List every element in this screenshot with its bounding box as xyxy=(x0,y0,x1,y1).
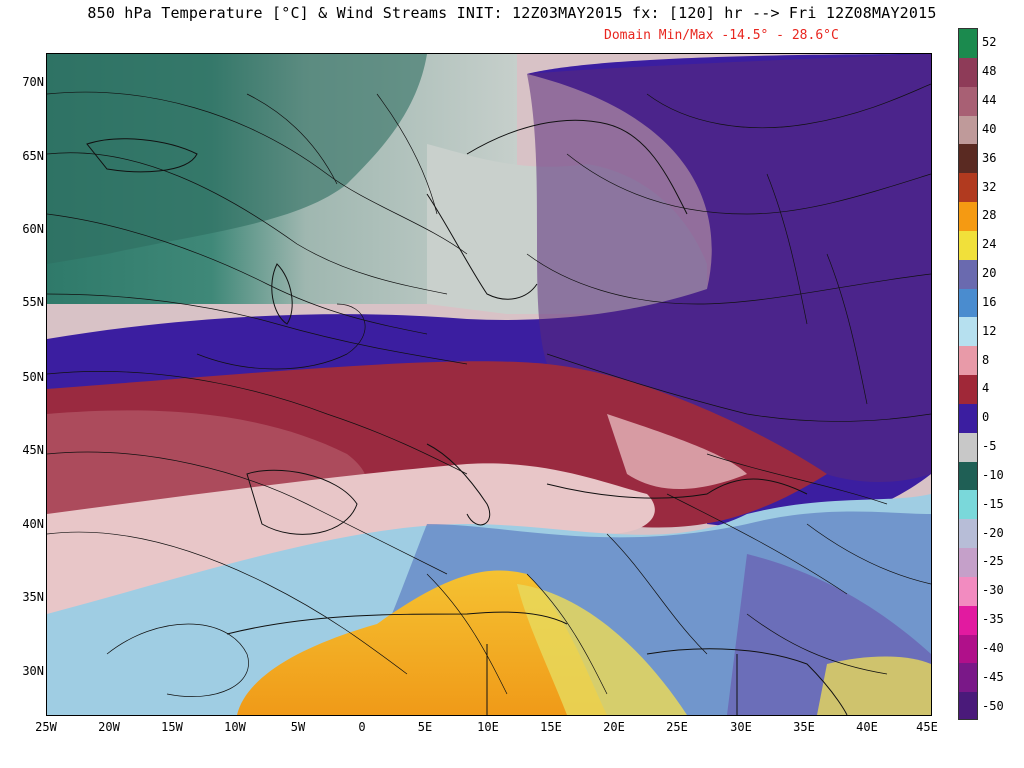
colorbar-swatch xyxy=(959,144,977,175)
lon-label-45e: 45E xyxy=(916,720,938,734)
colorbar-tick-label: 12 xyxy=(982,323,997,338)
colorbar-tick-label: -30 xyxy=(982,583,1004,598)
colorbar-tick-label: -35 xyxy=(982,612,1004,627)
lon-label-20e: 20E xyxy=(603,720,625,734)
colorbar-swatch xyxy=(959,403,977,434)
libya-warm xyxy=(517,584,687,715)
colorbar-tick-label: -50 xyxy=(982,698,1004,713)
map-canvas xyxy=(47,54,931,715)
colorbar-tick-label: -15 xyxy=(982,496,1004,511)
lon-label-15e: 15E xyxy=(540,720,562,734)
colorbar-swatch xyxy=(959,86,977,117)
colorbar-tick-label: 24 xyxy=(982,237,997,252)
coastlines xyxy=(86,119,848,715)
lon-label-10e: 10E xyxy=(477,720,499,734)
arabia-warm xyxy=(817,656,931,715)
colorbar-swatch xyxy=(959,346,977,376)
lon-label-20w: 20W xyxy=(98,720,120,734)
lon-label-40e: 40E xyxy=(856,720,878,734)
colorbar-tick-label: -25 xyxy=(982,554,1004,569)
colorbar-swatch xyxy=(959,202,977,232)
lon-label-35e: 35E xyxy=(793,720,815,734)
deep-cold-core xyxy=(47,54,427,264)
colorbar-swatch xyxy=(959,461,977,492)
colorbar-tick-label: 32 xyxy=(982,179,997,194)
domain-min-max: Domain Min/Max -14.5° - 28.6°C xyxy=(604,28,839,43)
colorbar-tick-label: 0 xyxy=(982,410,990,425)
colorbar-swatch xyxy=(959,663,977,694)
colorbar-swatch xyxy=(959,634,977,665)
colorbar-swatch xyxy=(959,432,977,463)
chart-title: 850 hPa Temperature [°C] & Wind Streams … xyxy=(87,4,937,22)
colorbar-swatch xyxy=(959,375,977,405)
colorbar-tick-label: -40 xyxy=(982,640,1004,655)
temperature-map xyxy=(46,53,932,716)
lon-label-5w: 5W xyxy=(290,720,306,734)
lat-label-50n: 50N xyxy=(22,370,44,384)
lat-label-60n: 60N xyxy=(22,222,44,236)
colorbar-tick-label: 8 xyxy=(982,352,990,367)
colorbar-swatch xyxy=(959,490,977,521)
lat-label-30n: 30N xyxy=(22,664,44,678)
lon-label-30e: 30E xyxy=(730,720,752,734)
east-cool-zone xyxy=(527,54,931,483)
colorbar-tick-label: 28 xyxy=(982,208,997,223)
lon-label-15w: 15W xyxy=(161,720,183,734)
colorbar-tick-label: 36 xyxy=(982,150,997,165)
colorbar-swatch xyxy=(959,259,977,290)
colorbar-swatch xyxy=(959,519,977,549)
lat-label-45n: 45N xyxy=(22,443,44,457)
colorbar-swatch xyxy=(959,115,977,146)
lat-label-35n: 35N xyxy=(22,590,44,604)
colorbar-tick-label: -5 xyxy=(982,439,997,454)
lon-label-5e: 5E xyxy=(417,720,433,734)
colorbar-swatch xyxy=(959,317,977,348)
lon-label-0: 0 xyxy=(358,720,366,734)
colorbar-tick-label: 44 xyxy=(982,93,997,108)
colorbar-tick-label: -45 xyxy=(982,669,1004,684)
lon-label-10w: 10W xyxy=(224,720,246,734)
colorbar-swatch xyxy=(959,29,977,59)
colorbar-tick-label: 40 xyxy=(982,121,997,136)
colorbar-swatch xyxy=(959,576,977,607)
lat-label-40n: 40N xyxy=(22,517,44,531)
wind-streamlines xyxy=(47,83,931,697)
colorbar-swatch xyxy=(959,57,977,88)
colorbar-tick-label: 52 xyxy=(982,35,997,50)
colorbar-tick-label: 20 xyxy=(982,266,997,281)
colorbar-swatch xyxy=(959,288,977,319)
lon-label-25w: 25W xyxy=(35,720,57,734)
temperature-colorbar xyxy=(958,28,978,720)
lat-label-55n: 55N xyxy=(22,295,44,309)
colorbar-tick-label: 16 xyxy=(982,294,997,309)
colorbar-tick-label: 48 xyxy=(982,64,997,79)
balkan-warm xyxy=(607,414,747,489)
lon-label-25e: 25E xyxy=(666,720,688,734)
lat-label-65n: 65N xyxy=(22,149,44,163)
saharan-heat xyxy=(237,570,607,715)
colorbar-swatch xyxy=(959,692,977,719)
colorbar-swatch xyxy=(959,173,977,203)
colorbar-tick-label: -20 xyxy=(982,525,1004,540)
colorbar-tick-label: 4 xyxy=(982,381,990,396)
colorbar-tick-label: -10 xyxy=(982,467,1004,482)
colorbar-swatch xyxy=(959,605,977,636)
colorbar-swatch xyxy=(959,230,977,261)
lat-label-70n: 70N xyxy=(22,75,44,89)
colorbar-swatch xyxy=(959,548,977,578)
